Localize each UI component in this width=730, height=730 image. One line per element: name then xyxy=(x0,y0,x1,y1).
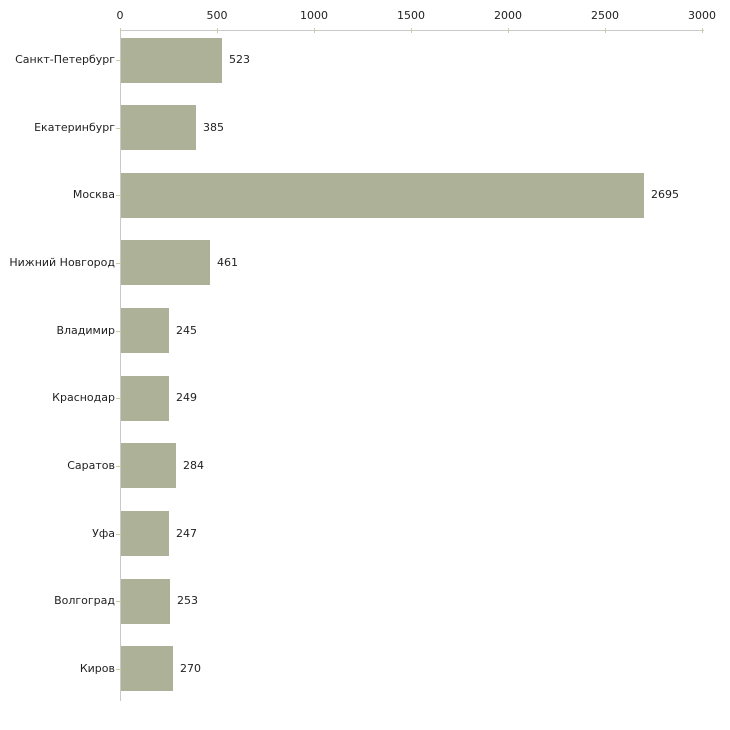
bar xyxy=(121,240,210,285)
x-tick-label: 3000 xyxy=(688,9,716,22)
x-tick-label: 2500 xyxy=(591,9,619,22)
x-tick-label: 0 xyxy=(116,9,124,22)
x-tick-mark xyxy=(605,28,606,33)
bar xyxy=(121,173,644,218)
value-label: 385 xyxy=(203,120,224,134)
y-tick-mark xyxy=(116,263,121,264)
x-tick-label: 500 xyxy=(206,9,228,22)
bar xyxy=(121,308,169,353)
x-tick-mark xyxy=(411,28,412,33)
value-label: 247 xyxy=(176,526,197,540)
bar xyxy=(121,443,176,488)
category-label: Владимир xyxy=(56,323,115,337)
x-tick-mark xyxy=(702,28,703,33)
y-tick-mark xyxy=(116,128,121,129)
y-tick-mark xyxy=(116,398,121,399)
x-tick-label: 2000 xyxy=(494,9,522,22)
value-label: 461 xyxy=(217,255,238,269)
y-tick-mark xyxy=(116,331,121,332)
x-tick-mark xyxy=(217,28,218,33)
bar xyxy=(121,105,196,150)
value-label: 245 xyxy=(176,323,197,337)
category-label: Краснодар xyxy=(52,391,115,405)
category-label: Екатеринбург xyxy=(34,120,115,134)
value-label: 523 xyxy=(229,53,250,66)
y-tick-mark xyxy=(116,466,121,467)
y-tick-mark xyxy=(116,534,121,535)
bar xyxy=(121,579,170,624)
value-label: 270 xyxy=(180,661,201,675)
value-label: 253 xyxy=(177,594,198,608)
category-label: Санкт-Петербург xyxy=(15,53,115,66)
category-label: Саратов xyxy=(67,458,115,472)
y-tick-mark xyxy=(116,195,121,196)
category-label: Москва xyxy=(72,188,115,202)
value-label: 249 xyxy=(176,391,197,405)
x-tick-mark xyxy=(508,28,509,33)
category-label: Киров xyxy=(79,661,115,675)
x-tick-label: 1000 xyxy=(300,9,328,22)
y-tick-mark xyxy=(116,669,121,670)
y-tick-mark xyxy=(116,60,121,61)
bar xyxy=(121,376,169,421)
category-label: Нижний Новгород xyxy=(9,255,115,269)
category-label: Уфа xyxy=(92,526,115,540)
y-axis-line xyxy=(120,30,121,701)
x-tick-mark xyxy=(314,28,315,33)
x-axis-line xyxy=(120,30,704,31)
y-tick-mark xyxy=(116,601,121,602)
bar xyxy=(121,511,169,556)
bar xyxy=(121,38,222,83)
bar xyxy=(121,646,173,691)
x-tick-label: 1500 xyxy=(397,9,425,22)
x-tick-mark xyxy=(120,28,121,33)
value-label: 284 xyxy=(183,458,204,472)
category-label: Волгоград xyxy=(54,594,115,608)
value-label: 2695 xyxy=(651,188,679,202)
